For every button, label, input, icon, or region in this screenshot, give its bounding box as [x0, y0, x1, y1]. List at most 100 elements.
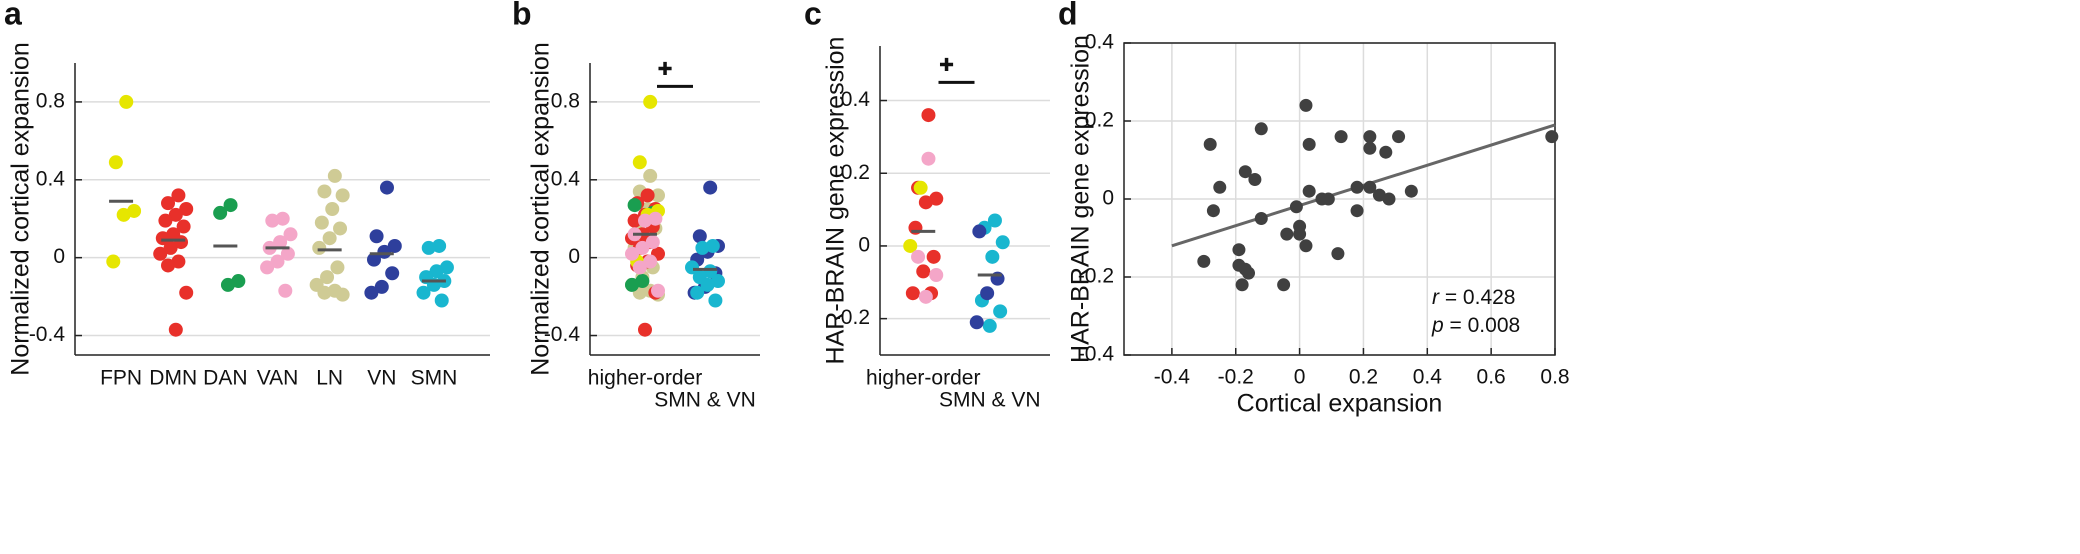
- data-point: [116, 207, 131, 222]
- data-point: [335, 287, 350, 302]
- data-point: [155, 231, 170, 246]
- data-point: [385, 266, 400, 281]
- x-tick-label: VAN: [257, 367, 299, 390]
- data-point: [312, 240, 327, 255]
- data-point: [369, 229, 384, 244]
- data-point: [283, 227, 298, 242]
- data-point: [918, 195, 933, 210]
- x-tick-label: VN: [367, 367, 396, 390]
- data-point: [161, 258, 176, 273]
- data-point: [416, 285, 431, 300]
- y-axis-label: HAR-BRAIN gene expression: [822, 37, 850, 365]
- data-point: [643, 94, 658, 109]
- x-tick-label: 0.4: [1413, 366, 1443, 389]
- data-point: [176, 219, 191, 234]
- data-point: [1289, 200, 1303, 214]
- data-point: [327, 168, 342, 183]
- data-point: [317, 285, 332, 300]
- y-tick-label: -0.2: [1078, 265, 1114, 288]
- data-point: [982, 318, 997, 333]
- data-point: [314, 215, 329, 230]
- panel-label: c: [804, 0, 822, 31]
- y-tick-label: 0.4: [551, 167, 581, 190]
- panel-label: a: [4, 0, 22, 31]
- data-point: [387, 238, 402, 253]
- data-point: [690, 285, 705, 300]
- data-point: [1350, 204, 1364, 218]
- data-point: [1254, 212, 1268, 225]
- data-point: [921, 151, 936, 166]
- significance-marker: ✚: [657, 59, 672, 79]
- y-tick-label: -0.4: [1078, 343, 1115, 366]
- data-point: [1248, 173, 1262, 186]
- data-point: [163, 240, 178, 255]
- data-point: [1299, 239, 1313, 253]
- data-point: [1392, 130, 1406, 144]
- data-point: [1299, 98, 1313, 112]
- data-point: [1302, 184, 1316, 198]
- data-point: [685, 260, 699, 275]
- data-point: [275, 211, 290, 226]
- x-tick-label: -0.4: [1154, 366, 1191, 389]
- significance-marker: ✚: [939, 55, 954, 75]
- data-point: [700, 277, 715, 292]
- data-point: [921, 108, 936, 123]
- y-tick-label: -0.4: [29, 323, 66, 346]
- data-point: [903, 238, 918, 253]
- data-point: [432, 238, 447, 253]
- data-point: [1232, 243, 1246, 257]
- data-point: [1242, 266, 1256, 280]
- data-point: [1382, 192, 1396, 206]
- x-tick-label: DAN: [203, 367, 247, 390]
- y-tick-label: 0.8: [36, 89, 65, 112]
- data-point: [1277, 278, 1291, 292]
- data-point: [632, 260, 647, 275]
- data-point: [643, 168, 658, 183]
- data-point: [905, 286, 920, 301]
- data-point: [108, 155, 123, 170]
- data-point: [1404, 184, 1418, 198]
- y-axis-label: HAR-BRAIN gene expression: [1067, 35, 1095, 363]
- data-point: [625, 246, 639, 261]
- data-point: [161, 196, 176, 211]
- x-tick-label: 0.8: [1540, 366, 1569, 389]
- data-point: [1545, 130, 1559, 144]
- x-tick-label: 0.2: [1349, 366, 1378, 389]
- data-point: [179, 285, 194, 300]
- data-point: [627, 198, 642, 213]
- data-point: [1363, 141, 1377, 155]
- data-point: [270, 254, 285, 269]
- data-point: [158, 213, 173, 228]
- data-point: [985, 249, 1000, 264]
- data-point: [1213, 180, 1227, 194]
- data-point: [1302, 137, 1316, 151]
- y-tick-label: -0.4: [544, 323, 581, 346]
- data-point: [106, 254, 121, 269]
- x-tick-label: higher-order: [866, 367, 980, 390]
- data-point: [421, 240, 436, 255]
- data-point: [980, 286, 995, 301]
- data-point: [429, 264, 444, 279]
- data-point: [627, 213, 642, 228]
- data-point: [995, 235, 1010, 250]
- data-point: [168, 322, 183, 337]
- axes-box: [1123, 42, 1556, 356]
- stat-value: = 0.008: [1444, 314, 1520, 337]
- data-point: [379, 180, 394, 195]
- y-tick-label: 0: [568, 245, 580, 268]
- data-point: [1206, 204, 1220, 218]
- data-point: [265, 213, 280, 228]
- data-point: [179, 202, 194, 216]
- data-point: [987, 213, 1002, 228]
- data-point: [260, 260, 275, 275]
- data-point: [638, 213, 652, 228]
- y-tick-label: 0.4: [36, 167, 66, 190]
- data-point: [1331, 247, 1345, 261]
- y-tick-label: 0.4: [1085, 31, 1115, 54]
- data-point: [1379, 145, 1393, 159]
- data-point: [1293, 227, 1307, 241]
- data-point: [643, 254, 658, 269]
- data-point: [651, 283, 665, 298]
- data-point: [220, 277, 235, 292]
- x-axis-label: Cortical expansion: [1237, 390, 1443, 418]
